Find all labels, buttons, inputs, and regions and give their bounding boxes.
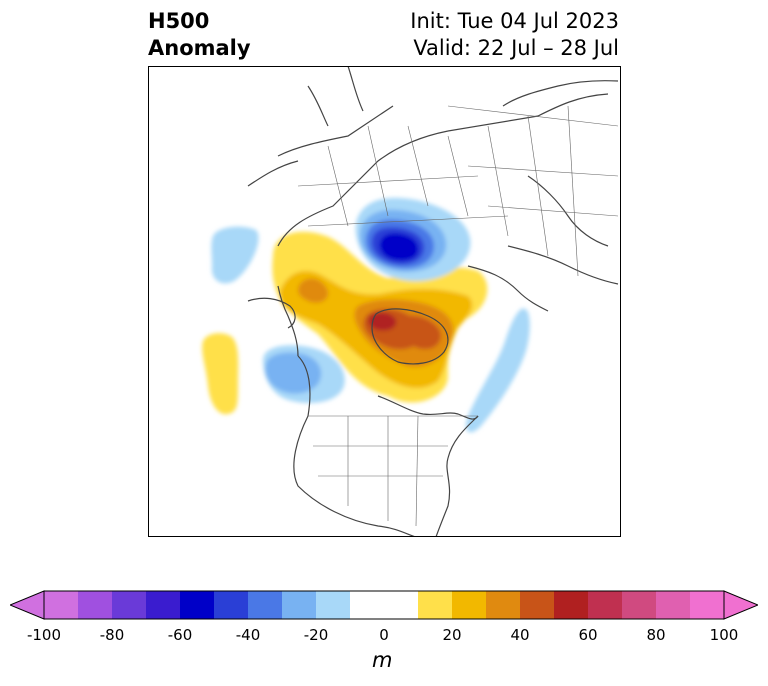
colorbar-segment (418, 591, 453, 619)
negative-anomaly-nw (211, 226, 259, 284)
colorbar-segment (350, 591, 385, 619)
anomaly-shading (202, 197, 530, 433)
colorbar-segment (214, 591, 249, 619)
colorbar (10, 590, 758, 620)
positive-anomaly-100 (368, 312, 397, 331)
map-title-left: H500 Anomaly (148, 8, 251, 62)
colorbar-segment (520, 591, 555, 619)
positive-anomaly-west (202, 333, 239, 415)
colorbar-segment (248, 591, 283, 619)
colorbar-segment (78, 591, 113, 619)
valid-range: Valid: 22 Jul – 28 Jul (413, 36, 619, 60)
colorbar-tick-label: -20 (303, 626, 329, 644)
init-date: Init: Tue 04 Jul 2023 (410, 9, 619, 33)
colorbar-tick-label: -60 (167, 626, 193, 644)
colorbar-segment (384, 591, 419, 619)
colorbar-segment (452, 591, 487, 619)
colorbar-segment (622, 591, 657, 619)
positive-anomaly-60b (298, 278, 329, 303)
colorbar-tick-label: -100 (26, 626, 62, 644)
colorbar-tick-label: -80 (99, 626, 125, 644)
colorbar-tick-label: 0 (379, 626, 389, 644)
title-field: Anomaly (148, 36, 251, 60)
colorbar-segment (554, 591, 589, 619)
title-variable: H500 (148, 9, 210, 33)
negative-anomaly-100 (379, 233, 419, 261)
colorbar-segment (588, 591, 623, 619)
colorbar-segment (180, 591, 215, 619)
colorbar-extend-high (723, 590, 758, 620)
colorbar-extend-low (10, 590, 45, 620)
colorbar-tick-label: -40 (235, 626, 261, 644)
colorbar-segment (282, 591, 317, 619)
coastlines (247, 66, 619, 537)
colorbar-ticks: -100 -80 -60 -40 -20 0 20 40 60 80 100 (0, 626, 768, 646)
colorbar-tick-label: 100 (709, 626, 739, 644)
colorbar-segment (690, 591, 725, 619)
negative-anomaly-west-40 (265, 352, 322, 394)
colorbar-segment (44, 591, 79, 619)
colorbar-unit-label: m (372, 648, 393, 672)
negative-anomaly-atlantic (465, 308, 530, 433)
borders (297, 105, 619, 527)
colorbar-segment (316, 591, 351, 619)
colorbar-tick-label: 60 (578, 626, 598, 644)
colorbar-tick-label: 80 (646, 626, 666, 644)
colorbar-frame (43, 590, 725, 620)
map-frame (148, 66, 621, 537)
colorbar-segments (44, 591, 725, 619)
colorbar-segment (146, 591, 181, 619)
colorbar-tick-label: 20 (442, 626, 462, 644)
positive-anomaly-80b (397, 315, 441, 350)
map-title-right: Init: Tue 04 Jul 2023 Valid: 22 Jul – 28… (410, 8, 619, 62)
colorbar-segment (656, 591, 691, 619)
colorbar-segment (486, 591, 521, 619)
colorbar-segment (112, 591, 147, 619)
colorbar-tick-label: 40 (510, 626, 530, 644)
anomaly-map (148, 66, 621, 537)
